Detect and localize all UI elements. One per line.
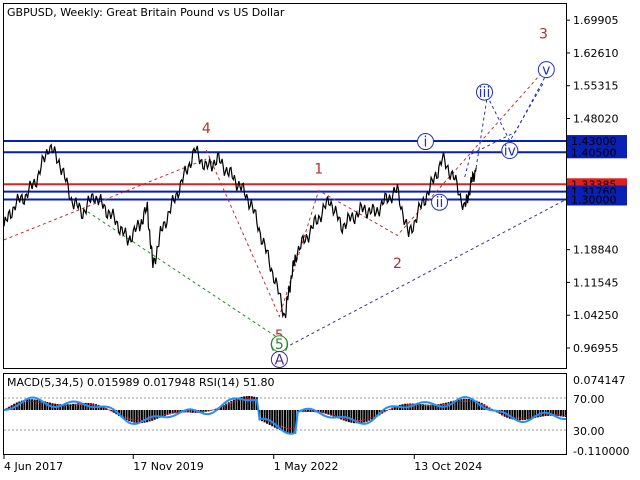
price-tick-label: 1.62610	[573, 47, 619, 60]
macd-panel	[3, 396, 567, 435]
price-tick-label: 1.18840	[573, 244, 619, 257]
price-tick-label: 1.55315	[573, 80, 619, 93]
macd-histogram	[5, 396, 567, 434]
wave-label-circle	[270, 351, 288, 369]
purple-trendline	[284, 199, 567, 349]
macd-axis: 0.074147 70.00 30.00 -0.110000	[573, 374, 629, 458]
price-level-tag	[567, 193, 627, 206]
x-tick-label: 17 Nov 2019	[133, 460, 203, 473]
wave-label: v	[542, 63, 550, 79]
price-tick-label: 0.96955	[573, 342, 619, 355]
macd-tick-label: -0.110000	[573, 445, 629, 458]
price-tick-label: 1.69905	[573, 14, 619, 27]
price-series	[3, 143, 477, 319]
wave-channel-upper	[3, 158, 207, 241]
wave-label: A	[275, 353, 285, 369]
price-tick-label: 1.04250	[573, 309, 619, 322]
indicator-title: MACD(5,34,5) 0.015989 0.017948 RSI(14) 5…	[7, 376, 274, 389]
price-line	[3, 143, 477, 319]
projection-lines	[3, 64, 567, 349]
wave-label: 1	[314, 162, 323, 178]
x-tick-label: 13 Oct 2024	[414, 460, 482, 473]
wave-label-circle	[537, 61, 555, 79]
plot-frame	[3, 3, 567, 369]
price-level-tag	[567, 146, 627, 159]
price-level-label: 1.30000	[571, 193, 617, 206]
wave-label-circle	[501, 142, 519, 160]
blue-wave-path-2	[464, 68, 550, 178]
x-tick-label: 1 May 2022	[274, 460, 339, 473]
wave-label: 3	[539, 27, 548, 43]
x-tick-label: 4 Jun 2017	[4, 460, 63, 473]
wave-label-circle	[431, 193, 449, 211]
wave-label: 4	[202, 121, 211, 137]
price-tick-label: 1.48020	[573, 113, 619, 126]
price-level-label: 1.40500	[571, 146, 617, 159]
wave-label: 2	[393, 256, 402, 272]
wave-label: iv	[504, 144, 516, 160]
price-tick-label: 1.11545	[573, 276, 619, 289]
price-axis: 1.69905 1.62610 1.55315 1.48020 1.18840 1.115…	[566, 14, 619, 355]
x-axis: 4 Jun 2017 17 Nov 2019 1 May 2022 13 Oct 20…	[3, 454, 482, 473]
wave-label-circle	[476, 83, 494, 101]
wave-label: (5)	[269, 337, 289, 353]
macd-tick-label: 70.00	[573, 393, 605, 406]
wave-label: iii	[479, 85, 491, 101]
price-level-label: 1.43000	[571, 135, 617, 148]
macd-signal-line	[3, 398, 567, 430]
price-level-tag	[567, 135, 627, 148]
wave-label: ii	[436, 195, 444, 211]
red-wave-path	[205, 64, 550, 318]
wave-label-circle	[417, 133, 434, 151]
macd-tick-label: 30.00	[573, 425, 605, 438]
chart-title: GBPUSD, Weekly: Great Britain Pound vs U…	[7, 6, 285, 19]
rsi-line	[3, 396, 566, 435]
macd-tick-label: 0.074147	[573, 374, 626, 387]
wave-label: i	[424, 135, 428, 151]
